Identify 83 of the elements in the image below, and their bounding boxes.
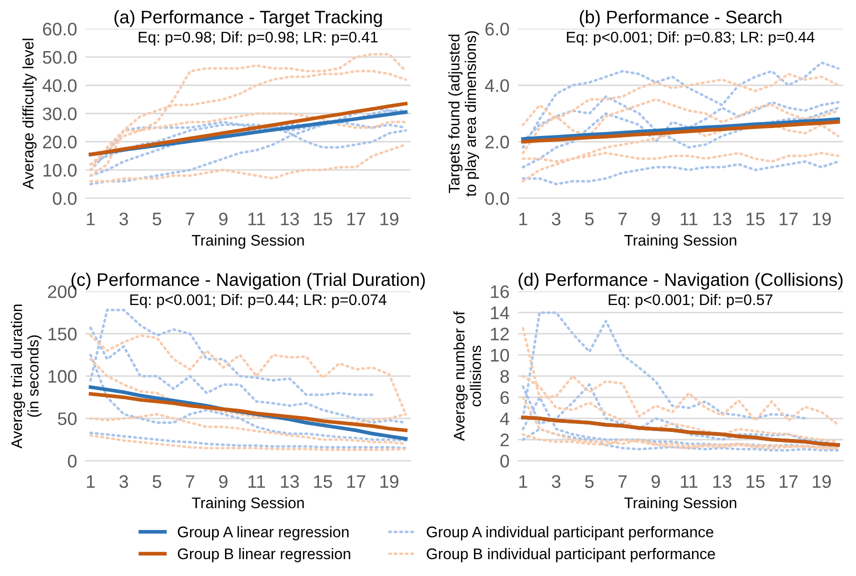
- x-tick-label: 5: [585, 475, 594, 488]
- y-tick-label: 2: [500, 434, 509, 446]
- x-tick-label: 9: [219, 212, 228, 226]
- y-axis-title: Average number of collisions: [453, 311, 482, 441]
- y-tick-label: 12: [490, 328, 509, 340]
- y-tick-label: 30.0: [42, 107, 77, 120]
- y-axis-title: Average difficulty level: [22, 38, 37, 190]
- x-tick-label: 13: [713, 475, 732, 488]
- x-tick-label: 11: [680, 212, 698, 226]
- y-tick-label: 50.0: [42, 50, 77, 64]
- chart-title: (b) Performance - Search: [580, 10, 782, 27]
- y-tick-label: 50: [58, 412, 77, 426]
- x-tick-label: 9: [219, 475, 228, 488]
- x-tick-label: 9: [652, 212, 660, 226]
- y-tick-label: 0: [68, 454, 77, 468]
- legend-label: Group B individual participant performance: [426, 548, 715, 562]
- y-tick-label: 60.0: [43, 22, 77, 36]
- y-tick-label: 2.0: [486, 136, 509, 148]
- x-axis-title: Training Session: [192, 234, 304, 249]
- annotation: Eq: p=0.98; Dif: p=0.98; LR: p=0.41: [138, 31, 378, 46]
- y-tick-label: 150: [48, 328, 77, 340]
- annotation: Eq: p<0.001; Dif: p=0.83; LR: p=0.44: [566, 31, 815, 46]
- x-tick-label: 19: [812, 475, 831, 488]
- x-axis-title: Training Session: [192, 497, 304, 512]
- legend-label: Group B linear regression: [178, 548, 350, 562]
- x-tick-label: 11: [248, 475, 265, 488]
- x-tick-label: 15: [746, 475, 765, 488]
- y-tick-label: 16: [490, 285, 509, 298]
- x-tick-label: 13: [280, 475, 299, 488]
- x-tick-label: 5: [152, 212, 162, 226]
- chart-title: (a) Performance - Target Tracking: [114, 10, 382, 27]
- x-tick-label: 17: [780, 212, 798, 226]
- y-tick-label: 6: [500, 391, 509, 404]
- annotation: Eq: p<0.001; Dif: p=0.57: [608, 294, 772, 308]
- x-tick-label: 13: [713, 212, 732, 226]
- x-tick-label: 1: [86, 212, 95, 226]
- legend-label: Group A individual participant performance: [426, 526, 714, 540]
- x-tick-label: 17: [347, 475, 366, 488]
- x-tick-label: 5: [152, 475, 162, 488]
- x-tick-label: 15: [314, 475, 332, 488]
- x-tick-label: 17: [780, 475, 798, 488]
- x-axis-title: Training Session: [624, 234, 736, 249]
- x-tick-label: 3: [119, 212, 128, 226]
- x-tick-label: 19: [380, 212, 398, 226]
- x-tick-label: 7: [186, 212, 194, 226]
- x-tick-label: 3: [119, 475, 128, 488]
- x-tick-label: 13: [280, 212, 299, 226]
- x-tick-label: 1: [519, 475, 528, 488]
- x-tick-label: 1: [519, 212, 528, 226]
- x-tick-label: 15: [314, 212, 332, 226]
- annotation: Eq: p<0.001; Dif: p=0.44; LR: p=0.074: [130, 294, 386, 308]
- x-axis-title: Training Session: [624, 497, 736, 512]
- y-tick-label: 0: [500, 454, 509, 468]
- x-tick-label: 19: [380, 475, 398, 488]
- y-tick-label: 100: [48, 370, 77, 383]
- x-tick-label: 7: [618, 212, 627, 226]
- x-tick-label: 7: [618, 475, 627, 488]
- x-tick-label: 11: [680, 475, 698, 488]
- x-tick-label: 7: [186, 475, 194, 488]
- y-tick-label: 40.0: [42, 79, 77, 92]
- x-tick-label: 9: [652, 475, 660, 488]
- legend-label: Group A linear regression: [178, 526, 348, 540]
- y-axis-title: Average trial duration (in seconds): [10, 304, 42, 449]
- y-tick-label: 6.0: [486, 22, 509, 36]
- x-tick-label: 5: [585, 212, 594, 226]
- x-tick-label: 17: [347, 212, 366, 226]
- y-tick-label: 20.0: [43, 136, 77, 148]
- y-tick-label: 10.0: [44, 164, 77, 177]
- x-tick-label: 1: [86, 475, 95, 488]
- y-tick-label: 14: [490, 306, 510, 320]
- y-tick-label: 4.0: [485, 79, 509, 92]
- y-axis-title: Targets found (adjusted to play area dimensions): [448, 31, 480, 196]
- y-tick-label: 0.0: [52, 192, 77, 205]
- y-tick-label: 10: [490, 348, 509, 362]
- x-tick-label: 3: [552, 475, 560, 488]
- y-tick-label: 0.0: [485, 192, 509, 205]
- y-tick-label: 4: [500, 412, 510, 425]
- x-tick-label: 19: [812, 212, 831, 226]
- chart-title: (d) Performance - Navigation (Collisions): [518, 272, 843, 290]
- x-tick-label: 15: [746, 212, 765, 226]
- x-tick-label: 11: [248, 212, 265, 226]
- y-tick-label: 8: [500, 370, 509, 383]
- x-tick-label: 3: [552, 212, 560, 226]
